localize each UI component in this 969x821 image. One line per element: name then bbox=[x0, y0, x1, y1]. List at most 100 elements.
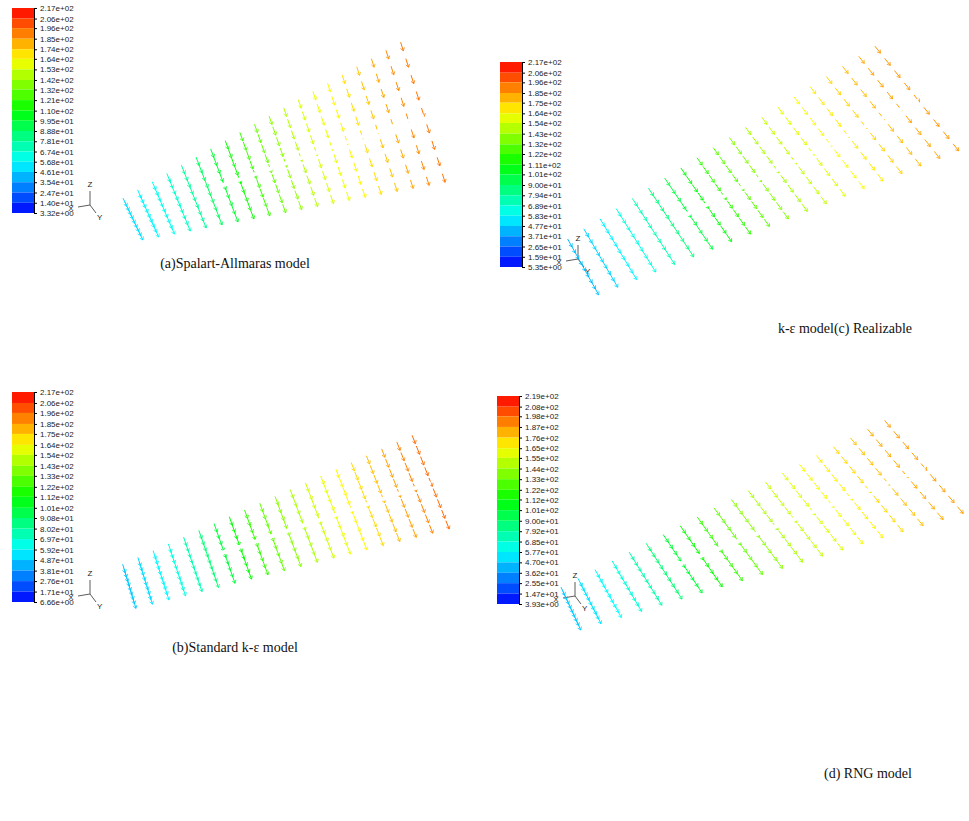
vector-head bbox=[374, 480, 378, 484]
vector-head bbox=[334, 159, 338, 162]
tick-label: 3.54e+01 bbox=[40, 178, 74, 187]
vector bbox=[717, 579, 722, 586]
vector-head bbox=[282, 567, 286, 571]
vector-head bbox=[860, 540, 863, 544]
vector bbox=[743, 156, 748, 163]
vector-head bbox=[936, 155, 939, 159]
tick: 6.89e+01 bbox=[522, 202, 562, 211]
vector bbox=[720, 516, 725, 523]
vector bbox=[437, 499, 440, 507]
vector bbox=[597, 616, 601, 624]
vector-head bbox=[768, 549, 771, 553]
axis-triad: XYZ bbox=[68, 569, 103, 611]
vector-head bbox=[267, 212, 271, 215]
vector-head bbox=[354, 168, 358, 171]
vector-column bbox=[612, 561, 642, 612]
tick: 6.74e+01 bbox=[34, 148, 74, 157]
vector-head bbox=[373, 523, 377, 527]
vector bbox=[777, 561, 782, 568]
tick-label: 1.98e+02 bbox=[525, 412, 559, 421]
vector bbox=[405, 509, 408, 517]
vector-head bbox=[690, 253, 693, 257]
vector bbox=[839, 484, 845, 491]
tick: 4.70e+01 bbox=[519, 558, 559, 567]
vector bbox=[772, 490, 778, 497]
vector-head bbox=[269, 121, 273, 124]
vector-field bbox=[561, 420, 963, 630]
vector bbox=[292, 543, 295, 551]
vector bbox=[786, 117, 791, 124]
vector bbox=[241, 184, 244, 192]
triad-label: X bbox=[553, 595, 559, 604]
vector-head bbox=[288, 174, 292, 177]
colorbar-band bbox=[497, 521, 519, 531]
vector-head bbox=[258, 139, 262, 142]
vector-head bbox=[220, 178, 224, 182]
vector bbox=[311, 546, 314, 554]
vector bbox=[342, 180, 345, 189]
vector-column bbox=[138, 190, 160, 237]
vector-head bbox=[328, 498, 332, 502]
vector-head bbox=[425, 472, 429, 476]
vector bbox=[692, 218, 697, 225]
tick-mark bbox=[522, 257, 525, 258]
vector-head bbox=[764, 121, 767, 125]
vector-head bbox=[899, 139, 902, 143]
vector-head bbox=[283, 209, 287, 212]
colorbar-band bbox=[12, 413, 34, 424]
vector bbox=[894, 71, 900, 78]
triad-label: X bbox=[68, 204, 74, 213]
vector bbox=[210, 194, 213, 202]
vector bbox=[312, 500, 315, 508]
vector-head bbox=[317, 109, 321, 112]
tick-label: 1.75e+02 bbox=[528, 99, 562, 108]
vector-head bbox=[299, 206, 303, 209]
colorbar-band bbox=[497, 583, 519, 593]
tick-label: 7.92e+01 bbox=[525, 527, 559, 536]
vector-head bbox=[833, 538, 836, 542]
vector bbox=[651, 228, 656, 236]
tick-label: 1.10e+02 bbox=[40, 107, 74, 116]
vector-head bbox=[219, 221, 223, 225]
vector-head bbox=[709, 535, 712, 539]
tick-mark bbox=[522, 82, 525, 83]
tick: 2.76e+01 bbox=[34, 577, 74, 586]
colorbar-band bbox=[500, 205, 522, 215]
triad-label: Z bbox=[576, 234, 581, 243]
tick: 1.55e+02 bbox=[519, 454, 559, 463]
vector-column bbox=[859, 56, 940, 158]
vector-head bbox=[892, 518, 895, 522]
vector bbox=[909, 509, 915, 516]
colorbar-band bbox=[497, 407, 519, 417]
vector-head bbox=[363, 194, 367, 197]
vector bbox=[732, 174, 737, 181]
vector-head bbox=[284, 113, 288, 116]
vector bbox=[401, 150, 404, 159]
vector-head bbox=[897, 74, 900, 78]
vector bbox=[670, 257, 675, 265]
colorbar-band bbox=[12, 581, 34, 591]
vector-head bbox=[413, 534, 417, 538]
vector-head bbox=[735, 213, 738, 217]
tick-label: 1.96e+02 bbox=[528, 78, 562, 87]
vector bbox=[785, 507, 791, 514]
vector bbox=[720, 157, 725, 164]
colorbar-band bbox=[12, 539, 34, 549]
vector bbox=[697, 517, 702, 524]
vector-head bbox=[940, 516, 943, 520]
vector bbox=[739, 218, 744, 225]
tick: 1.21e+02 bbox=[34, 96, 74, 105]
colorbar-band bbox=[500, 73, 522, 83]
vector bbox=[280, 148, 283, 157]
vector bbox=[235, 167, 238, 175]
vector bbox=[745, 227, 750, 234]
vector-column bbox=[386, 50, 430, 185]
vector bbox=[302, 112, 305, 121]
vector bbox=[202, 172, 205, 180]
vector-head bbox=[790, 189, 793, 193]
tick: 1.76e+02 bbox=[519, 434, 559, 443]
vector-column bbox=[616, 209, 656, 272]
vector-head bbox=[323, 176, 327, 179]
vector bbox=[746, 127, 751, 134]
vector-head bbox=[639, 210, 642, 214]
